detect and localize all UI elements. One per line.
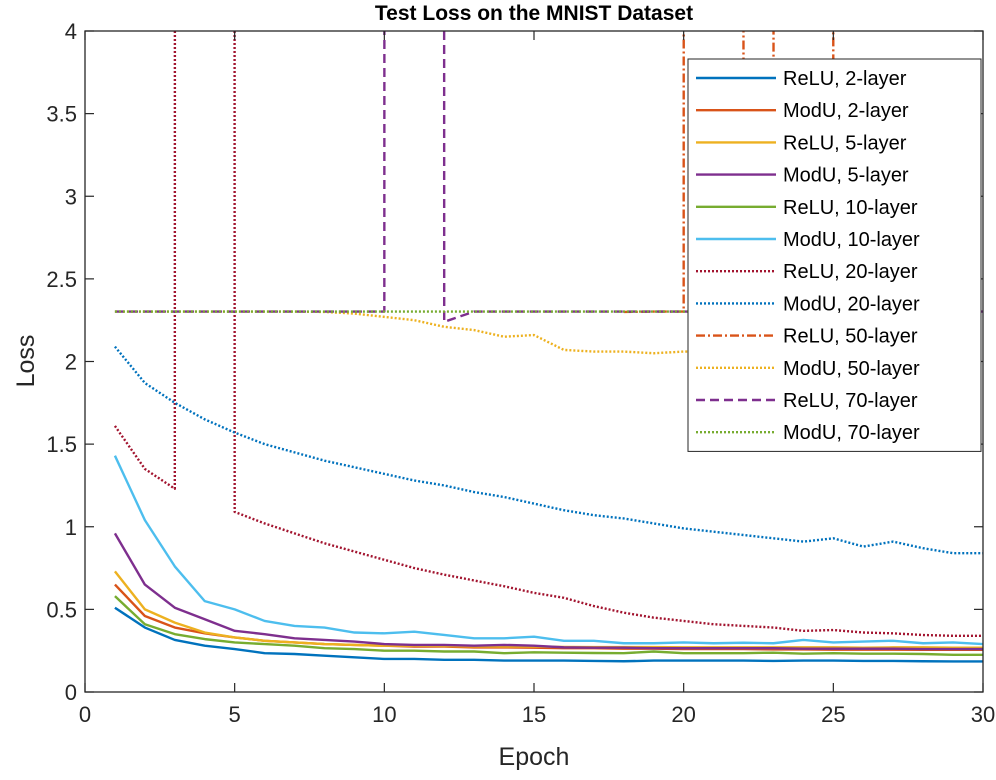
legend-label: ReLU, 5-layer [783,132,907,154]
y-tick-label: 3.5 [46,102,77,127]
y-axis-label: Loss [12,335,40,388]
legend: ReLU, 2-layer ModU, 2-layer ReLU, 5-layer M… [687,58,982,452]
legend-label: ReLU, 10-layer [783,197,918,219]
series-line-relu-5-layer [113,570,983,649]
series-line-relu-10-layer [114,595,983,657]
y-tick-label: 0.5 [46,597,77,622]
series-line-modu-10-layer [113,455,983,646]
legend-box [687,58,982,452]
legend-label: ModU, 50-layer [783,358,920,380]
axis-ticks: 0 5 10 15 20 25 30 0 0.5 1 1.5 2 2.5 3 3.5 4 [46,19,995,727]
series-line-relu-2-layer [114,606,983,663]
x-tick-label: 30 [971,702,995,727]
x-tick-label: 20 [671,702,695,727]
x-tick-label: 15 [522,702,546,727]
series-line-modu-5-layer [113,532,983,651]
y-tick-label: 1.5 [46,432,77,457]
y-tick-label: 2.5 [46,267,77,292]
legend-label: ReLU, 20-layer [783,261,918,283]
series-line-modu-2-layer [114,583,983,652]
x-axis-label: Epoch [499,743,570,771]
y-tick-label: 4 [65,19,77,44]
legend-label: ReLU, 50-layer [783,326,918,348]
y-tick-label: 1 [65,515,77,540]
legend-label: ModU, 70-layer [783,422,920,444]
legend-label: ReLU, 2-layer [783,68,907,90]
x-tick-label: 0 [79,702,91,727]
y-tick-label: 3 [65,184,77,209]
y-tick-label: 0 [65,680,77,705]
legend-label: ReLU, 70-layer [783,390,918,412]
legend-label: ModU, 20-layer [783,293,920,315]
y-tick-label: 2 [65,350,77,375]
series-line-modu-20-layer [114,345,983,555]
x-tick-label: 25 [821,702,845,727]
x-tick-label: 10 [372,702,396,727]
chart-title: Test Loss on the MNIST Dataset [375,2,693,25]
legend-label: ModU, 2-layer [783,100,909,122]
x-tick-label: 5 [229,702,241,727]
legend-label: ModU, 5-layer [783,165,909,187]
legend-label: ModU, 10-layer [783,229,920,251]
